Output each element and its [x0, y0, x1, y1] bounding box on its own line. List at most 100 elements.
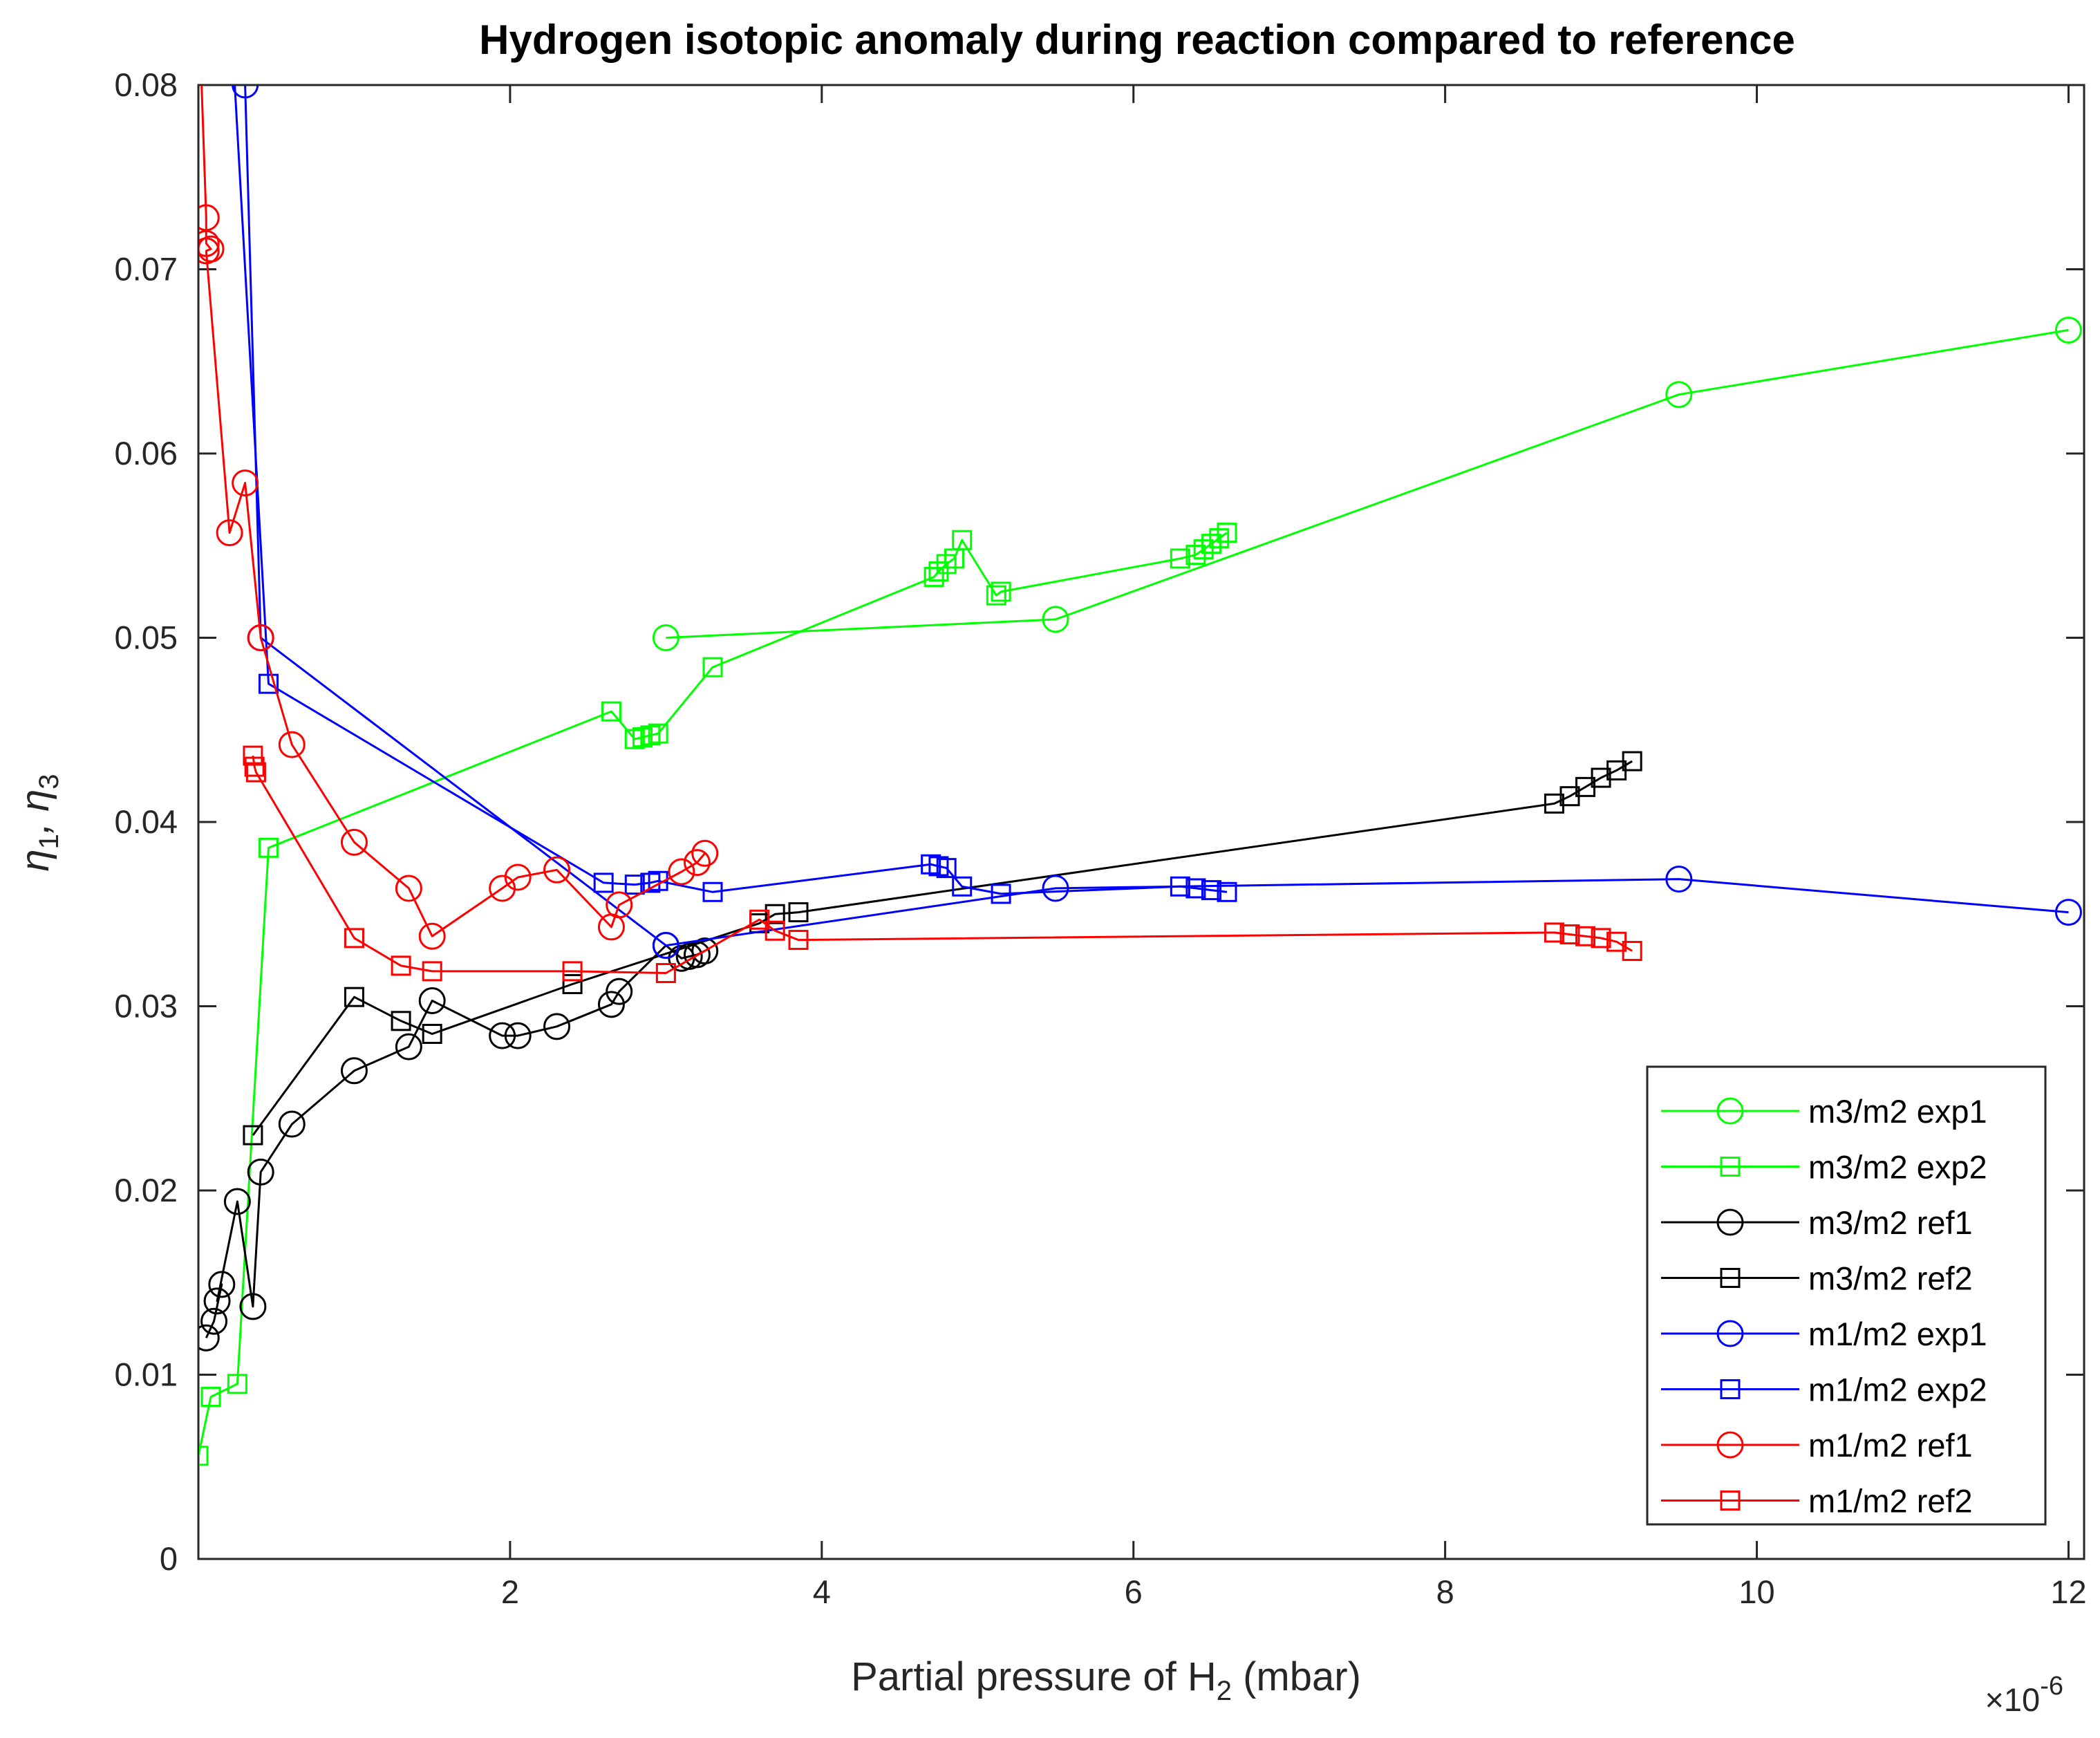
data-point — [489, 1022, 516, 1049]
series-line — [666, 328, 2069, 639]
series-m1-m2-ref2 — [243, 745, 1642, 984]
x-axis-label: Partial pressure of H2 (mbar) — [851, 1654, 1361, 1706]
data-point — [1201, 534, 1221, 554]
x-tick-labels: 2 4 6 8 10 12 — [501, 1573, 2087, 1610]
data-point — [597, 991, 625, 1018]
data-point-legend — [1716, 1320, 1744, 1347]
legend-entry-m1-m2-exp2: m1/m2 exp2 — [1661, 1372, 1987, 1408]
axis-ticks — [198, 84, 2084, 1560]
series-m3-m2-ref2 — [243, 751, 1642, 1146]
data-point — [683, 849, 711, 877]
data-point — [986, 585, 1006, 606]
data-point — [418, 922, 446, 950]
data-point — [395, 875, 422, 902]
data-point — [1559, 924, 1580, 945]
data-point-legend — [1716, 1431, 1744, 1459]
data-point — [1042, 606, 1069, 633]
data-point — [921, 854, 941, 875]
data-point — [562, 974, 583, 995]
data-point — [200, 1307, 228, 1335]
legend-label: m3/m2 ref2 — [1808, 1260, 1973, 1297]
data-point — [543, 1013, 571, 1040]
series-line — [234, 86, 1228, 895]
data-point — [606, 891, 633, 919]
legend-label: m1/m2 ref2 — [1808, 1483, 1973, 1520]
data-point — [247, 1158, 274, 1186]
x-tick-label: 6 — [1125, 1573, 1143, 1610]
data-point — [344, 928, 364, 949]
series-m1-m2-ref1 — [199, 86, 719, 950]
data-point — [749, 909, 770, 930]
data-point — [936, 858, 957, 879]
data-point — [391, 955, 411, 976]
y-tick-label: 0.08 — [115, 66, 178, 103]
data-point — [1591, 767, 1611, 788]
data-point — [232, 469, 259, 497]
data-point — [199, 1324, 220, 1352]
data-point — [1170, 548, 1190, 569]
legend-entry-m3-m2-ref2: m3/m2 ref2 — [1661, 1260, 1973, 1297]
y-tick-label: 0.06 — [115, 435, 178, 471]
data-point — [216, 519, 243, 547]
chart-title: Hydrogen isotopic anomaly during reactio… — [479, 17, 1795, 63]
data-point — [340, 828, 368, 856]
series-m1-m2-exp2 — [234, 86, 1237, 904]
data-point — [422, 961, 442, 982]
data-point — [2054, 316, 2082, 344]
data-point — [1544, 922, 1564, 943]
legend-entry-m3-m2-exp1: m3/m2 exp1 — [1661, 1093, 1987, 1130]
data-point — [991, 884, 1011, 904]
y-tick-label: 0.01 — [115, 1356, 178, 1393]
data-point — [1665, 381, 1693, 409]
legend-label: m1/m2 exp2 — [1808, 1372, 1987, 1408]
data-point-legend — [1716, 1208, 1744, 1236]
legend-label: m3/m2 exp1 — [1808, 1093, 1987, 1130]
series-line — [252, 755, 1633, 974]
data-point — [504, 863, 532, 891]
data-point — [203, 1287, 231, 1315]
data-point — [991, 581, 1011, 602]
y-tick-label: 0.07 — [115, 251, 178, 288]
data-point — [243, 1125, 263, 1146]
legend-label: m3/m2 exp2 — [1808, 1149, 1987, 1186]
data-point — [258, 673, 279, 694]
data-point — [418, 987, 446, 1015]
data-point — [1042, 875, 1069, 902]
data-point — [504, 1022, 532, 1049]
series-line — [200, 86, 706, 937]
legend-label: m1/m2 ref1 — [1808, 1427, 1973, 1464]
y-tick-label: 0 — [160, 1540, 178, 1577]
data-point — [199, 230, 220, 257]
data-point — [243, 745, 263, 766]
legend-entry-m1-m2-exp1: m1/m2 exp1 — [1661, 1316, 1987, 1352]
data-point — [278, 1110, 306, 1138]
data-point — [1209, 528, 1230, 549]
x-tick-label: 8 — [1436, 1573, 1454, 1610]
data-point — [1170, 876, 1190, 897]
legend-entry-m1-m2-ref1: m1/m2 ref1 — [1661, 1427, 1973, 1464]
data-point — [340, 1057, 368, 1085]
data-point — [258, 837, 279, 858]
data-point — [648, 870, 668, 891]
data-point — [593, 872, 614, 893]
data-point — [2054, 899, 2082, 926]
data-point — [652, 932, 679, 960]
y-tick-label: 0.04 — [115, 803, 178, 840]
data-point — [1575, 926, 1596, 946]
data-point — [691, 839, 719, 867]
data-point — [624, 875, 645, 895]
data-point — [691, 937, 719, 965]
data-point — [1193, 539, 1214, 560]
data-point — [247, 624, 274, 651]
data-point — [606, 978, 633, 1005]
y-tick-labels: 0 0.01 0.02 0.03 0.04 0.05 0.06 0.07 0.08 — [115, 66, 178, 1577]
series-line — [252, 760, 1633, 1136]
x-tick-label: 10 — [1738, 1573, 1774, 1610]
legend-label: m3/m2 ref1 — [1808, 1204, 1973, 1241]
data-point — [928, 561, 949, 582]
data-point — [232, 86, 259, 99]
legend-label: m1/m2 exp1 — [1808, 1316, 1987, 1352]
data-point — [1217, 523, 1237, 543]
y-tick-label: 0.03 — [115, 988, 178, 1025]
series-m3-m2-exp1 — [652, 316, 2082, 651]
